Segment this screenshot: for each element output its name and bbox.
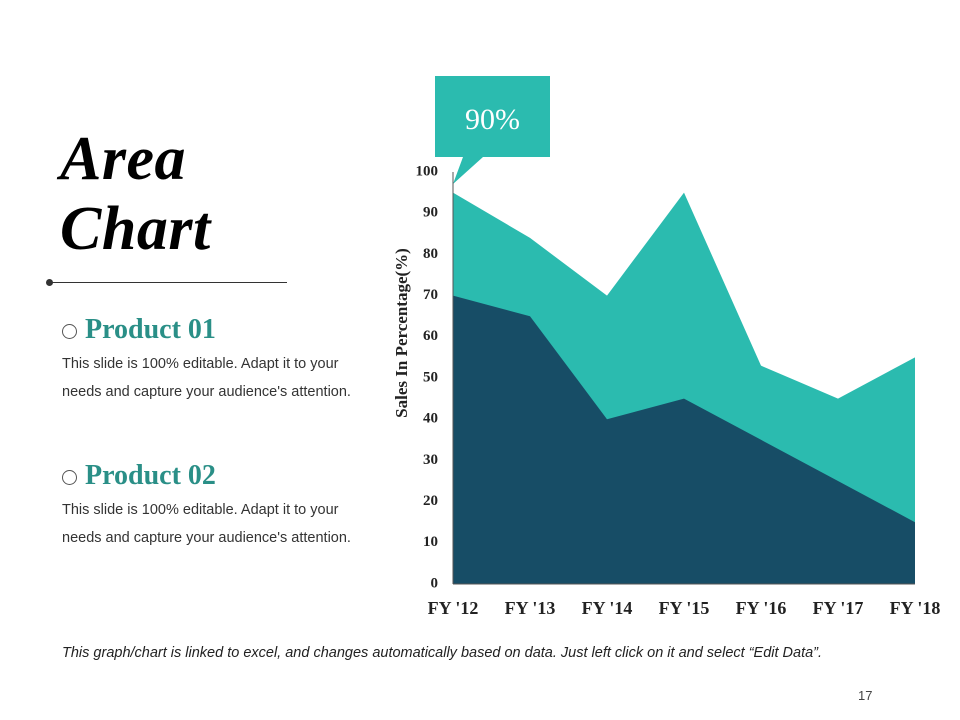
y-tick-label: 80 [423,246,438,262]
product-02-name: Product 02 [85,460,216,491]
product-01-name: Product 01 [85,314,216,345]
product-01-desc-line-2: needs and capture your audience's attent… [62,384,351,400]
slide-title: Area Chart [60,124,380,264]
y-tick-label: 40 [423,411,438,427]
axes [452,172,915,585]
x-tick-label: FY '15 [659,598,710,618]
x-tick-label: FY '14 [582,598,633,618]
divider-dot [46,279,53,286]
title-line-1: Area [60,125,186,193]
product-02-desc-line-1: This slide is 100% editable. Adapt it to… [62,502,339,518]
y-tick-label: 50 [423,369,438,385]
product-01-heading: Product 01 [62,312,392,348]
callout-label: 90% [465,103,520,136]
x-tick-label: FY '12 [428,598,479,618]
x-tick-label: FY '16 [736,598,787,618]
product-02-desc-line-2: needs and capture your audience's attent… [62,530,351,546]
circle-bullet-icon [62,324,77,339]
y-tick-labels: 0 10 20 30 40 50 60 70 80 90 100 [416,163,439,591]
y-tick-label: 30 [423,452,438,468]
y-tick-label: 90 [423,205,438,221]
y-tick-label: 70 [423,287,438,303]
y-tick-label: 20 [423,493,438,509]
product-02-description: This slide is 100% editable. Adapt it to… [62,496,387,552]
y-tick-label: 60 [423,328,438,344]
title-line-2: Chart [60,195,211,263]
area-series-product-01[interactable] [453,295,915,584]
y-tick-label: 100 [416,163,439,179]
x-tick-label: FY '18 [890,598,941,618]
circle-bullet-icon [62,470,77,485]
title-divider [46,279,287,286]
page-number: 17 [858,688,873,703]
y-tick-label: 0 [431,575,439,591]
x-tick-labels: FY '12 FY '13 FY '14 FY '15 FY '16 FY '17 FY '… [428,598,941,618]
callout: 90% [435,76,550,184]
area-layer [453,192,915,584]
x-tick-label: FY '13 [505,598,556,618]
y-tick-label: 10 [423,534,438,550]
product-02-block: Product 02 This slide is 100% editable. … [62,458,392,552]
product-01-description: This slide is 100% editable. Adapt it to… [62,350,387,406]
x-tick-label: FY '17 [813,598,864,618]
footnote: This graph/chart is linked to excel, and… [62,645,823,661]
y-axis-label: Sales In Percentage(%) [392,248,411,418]
product-02-heading: Product 02 [62,458,392,494]
product-01-block: Product 01 This slide is 100% editable. … [62,312,392,406]
product-01-desc-line-1: This slide is 100% editable. Adapt it to… [62,356,339,372]
callout-bubble [435,76,550,184]
